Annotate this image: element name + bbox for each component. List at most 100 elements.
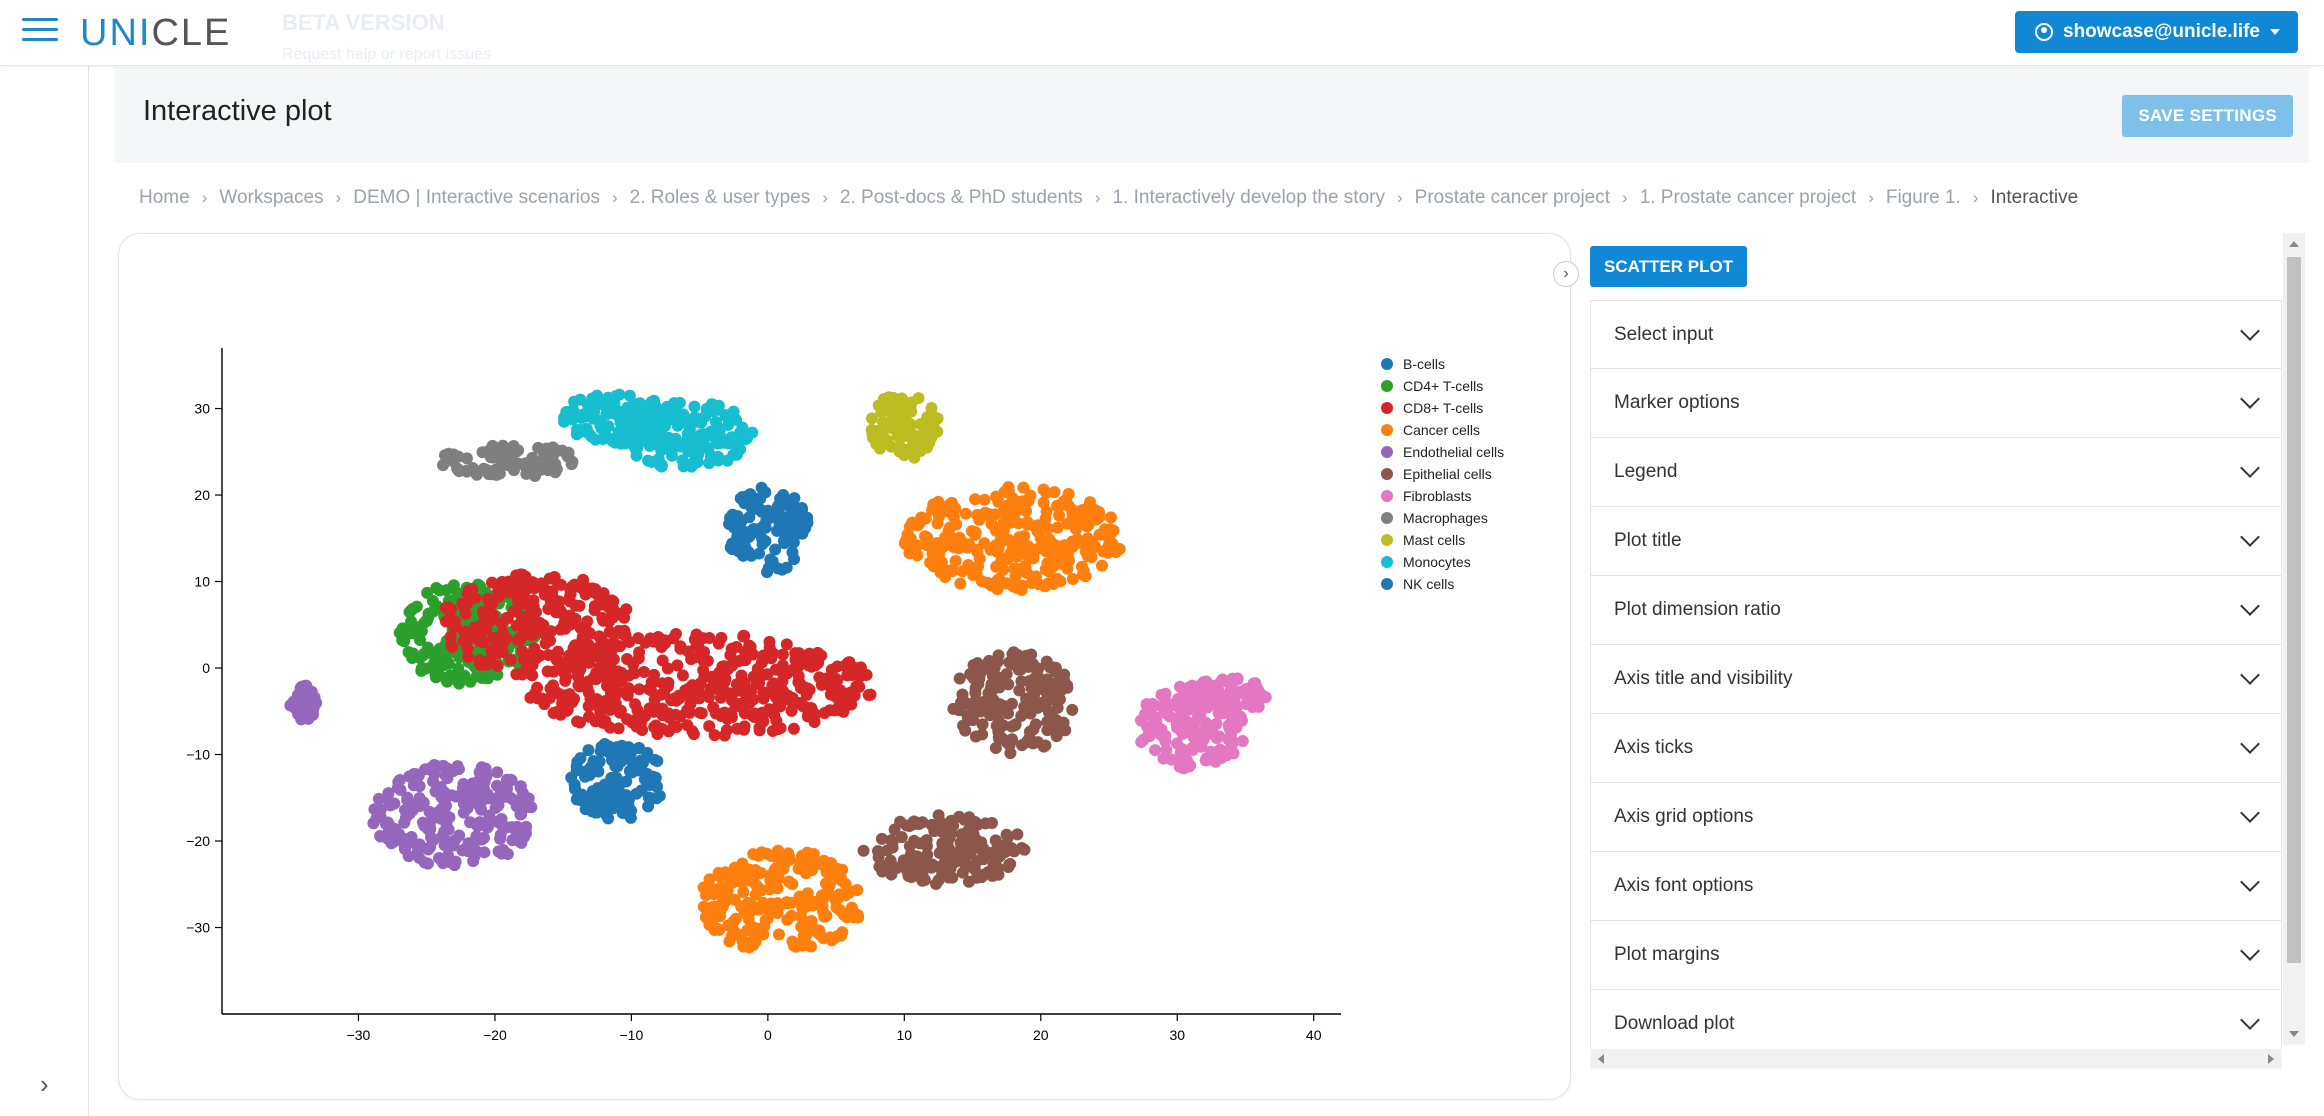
data-point[interactable] [570,428,583,441]
data-point[interactable] [528,642,541,655]
data-point[interactable] [465,781,478,794]
data-point[interactable] [780,561,793,574]
data-point[interactable] [432,851,445,864]
data-point[interactable] [708,729,721,742]
data-point[interactable] [548,570,561,583]
data-point[interactable] [872,851,885,864]
data-point[interactable] [737,685,750,698]
data-point[interactable] [734,654,747,667]
data-point[interactable] [451,462,464,475]
data-point[interactable] [943,505,956,518]
data-point[interactable] [590,693,603,706]
data-point[interactable] [734,700,747,713]
data-point[interactable] [648,720,661,733]
data-point[interactable] [784,502,797,515]
data-point[interactable] [759,535,772,548]
data-point[interactable] [1210,717,1223,730]
data-point[interactable] [648,753,661,766]
data-point[interactable] [544,682,557,695]
data-point[interactable] [904,532,917,545]
data-point[interactable] [446,640,459,653]
data-point[interactable] [551,444,564,457]
data-point[interactable] [812,656,825,669]
data-point[interactable] [573,599,586,612]
data-point[interactable] [681,704,694,717]
breadcrumb-item[interactable]: DEMO | Interactive scenarios [353,187,600,208]
data-point[interactable] [1053,509,1066,522]
data-point[interactable] [1042,522,1055,535]
data-point[interactable] [947,702,960,715]
data-point[interactable] [950,518,963,531]
data-point[interactable] [1005,720,1018,733]
data-point[interactable] [573,680,586,693]
data-point[interactable] [725,707,738,720]
data-point[interactable] [520,460,533,473]
data-point[interactable] [716,900,729,913]
data-point[interactable] [589,806,602,819]
data-point[interactable] [1225,681,1238,694]
data-point[interactable] [421,857,434,870]
data-point[interactable] [691,443,704,456]
data-point[interactable] [987,697,1000,710]
data-point[interactable] [1200,752,1213,765]
data-point[interactable] [969,687,982,700]
data-point[interactable] [601,403,614,416]
data-point[interactable] [1142,728,1155,741]
legend-label[interactable]: CD8+ T-cells [1403,400,1483,416]
data-point[interactable] [1066,508,1079,521]
settings-section[interactable]: Marker options [1590,369,2282,438]
data-point[interactable] [646,411,659,424]
data-point[interactable] [755,505,768,518]
data-point[interactable] [496,630,509,643]
data-point[interactable] [602,420,615,433]
data-point[interactable] [451,760,464,773]
data-point[interactable] [1051,715,1064,728]
data-point[interactable] [943,831,956,844]
data-point[interactable] [563,649,576,662]
data-point[interactable] [757,649,770,662]
data-point[interactable] [478,846,491,859]
data-point[interactable] [933,861,946,874]
data-point[interactable] [508,584,521,597]
data-point[interactable] [990,560,1003,573]
data-point[interactable] [578,580,591,593]
data-point[interactable] [662,409,675,422]
data-point[interactable] [429,666,442,679]
data-point[interactable] [385,837,398,850]
data-point[interactable] [1195,740,1208,753]
data-point[interactable] [957,696,970,709]
data-point[interactable] [662,725,675,738]
data-point[interactable] [662,676,675,689]
data-point[interactable] [1066,573,1079,586]
data-point[interactable] [1104,511,1117,524]
data-point[interactable] [473,654,486,667]
data-point[interactable] [439,601,452,614]
data-point[interactable] [992,649,1005,662]
data-point[interactable] [456,844,469,857]
data-point[interactable] [438,449,451,462]
data-point[interactable] [888,414,901,427]
data-point[interactable] [466,462,479,475]
data-point[interactable] [658,437,671,450]
data-point[interactable] [502,575,515,588]
legend-marker[interactable] [1381,380,1393,392]
data-point[interactable] [710,403,723,416]
settings-section[interactable]: Axis font options [1590,852,2282,921]
data-point[interactable] [1229,700,1242,713]
data-point[interactable] [449,855,462,868]
data-point[interactable] [393,626,406,639]
data-point[interactable] [531,692,544,705]
data-point[interactable] [993,572,1006,585]
data-point[interactable] [734,443,747,456]
data-point[interactable] [933,547,946,560]
data-point[interactable] [1066,703,1079,716]
data-point[interactable] [571,715,584,728]
data-point[interactable] [761,668,774,681]
data-point[interactable] [388,797,401,810]
data-point[interactable] [542,464,555,477]
data-point[interactable] [434,812,447,825]
data-point[interactable] [1146,698,1159,711]
data-point[interactable] [996,732,1009,745]
data-point[interactable] [961,714,974,727]
scatter-plot[interactable]: −30 −20 −10 0 10 20 30 40 −30 −20 −10 0 10 20 30 B-cell… [119,234,1572,1101]
